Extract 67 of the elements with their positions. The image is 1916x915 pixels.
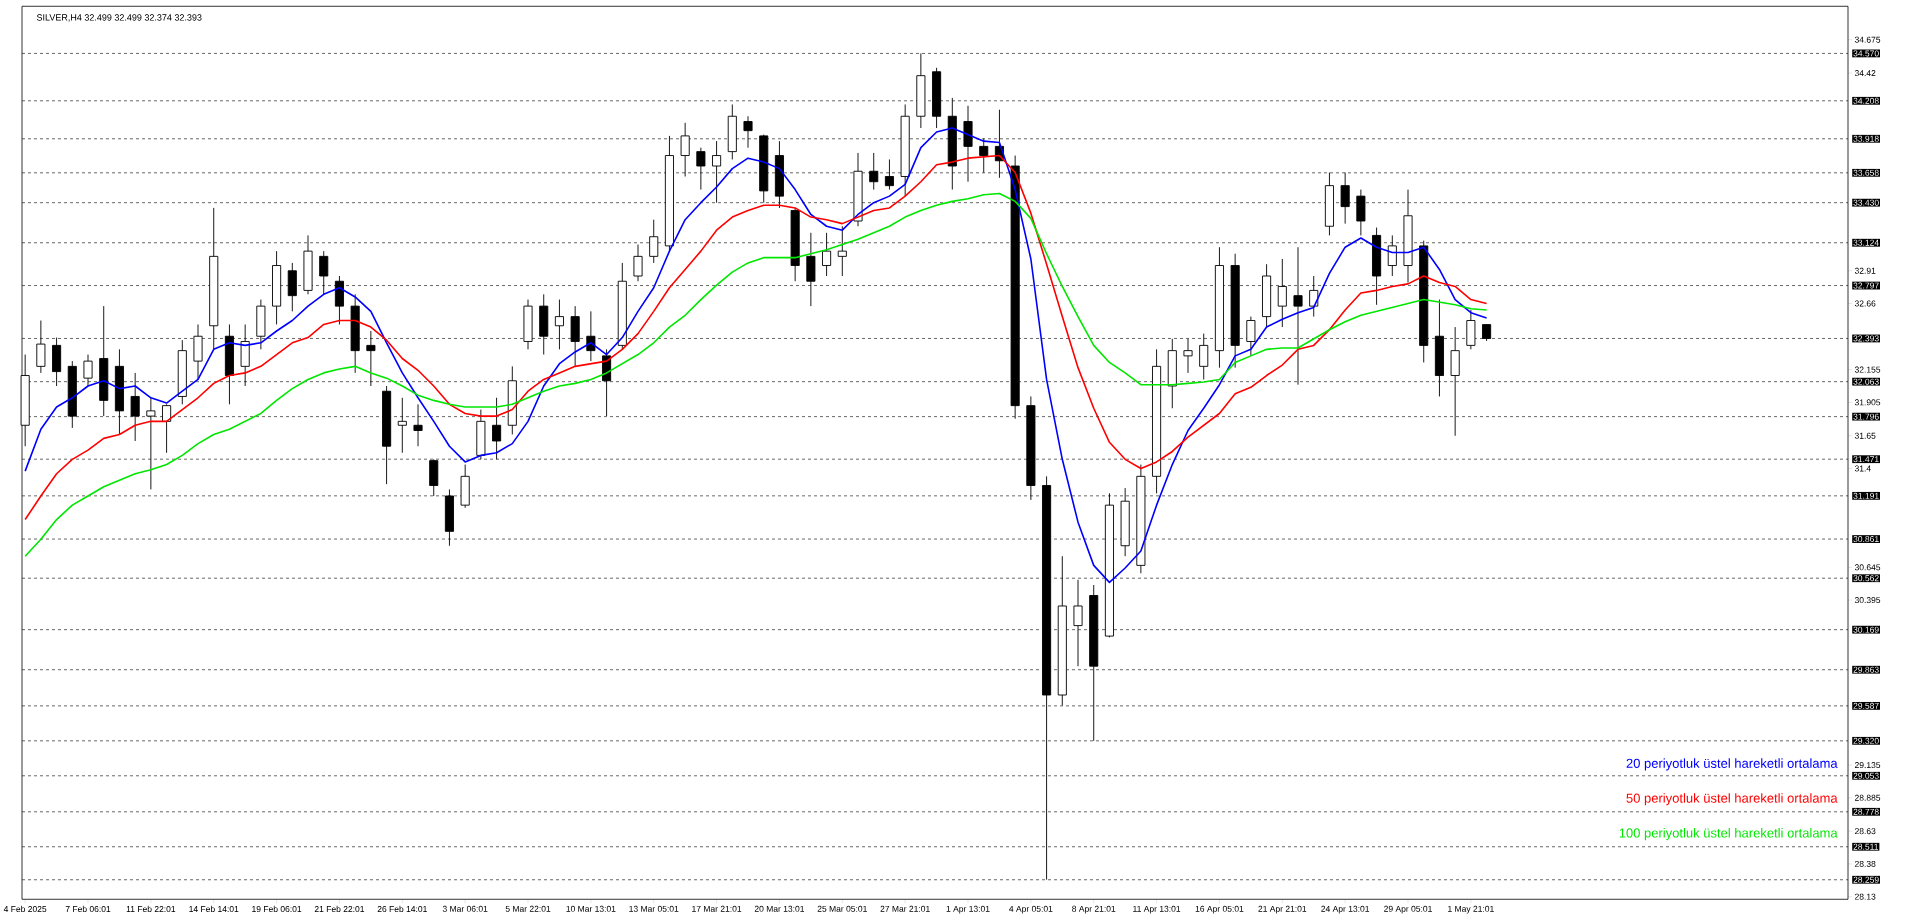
x-tick-label: 19 Feb 06:01 <box>252 905 302 913</box>
x-tick-label: 17 Mar 21:01 <box>692 905 742 912</box>
ref-line-label: 33.124 <box>1853 239 1879 246</box>
y-tick-label: 31.4 <box>1854 465 1871 472</box>
x-tick-label: 24 Apr 13:01 <box>1321 905 1370 914</box>
ref-line-label: 32.063 <box>1853 378 1879 385</box>
ref-line-label: 29.320 <box>1853 737 1879 744</box>
x-tick-label: 11 Apr 13:01 <box>1133 905 1181 914</box>
ref-line-label: 28.511 <box>1853 843 1879 850</box>
candlestick <box>1246 316 1256 357</box>
y-tick-label: 29.135 <box>1854 762 1881 769</box>
y-tick-label: 34.42 <box>1854 70 1876 77</box>
x-tick-label: 14 Feb 14:01 <box>189 905 239 913</box>
ref-line-label: 33.918 <box>1853 135 1879 142</box>
ref-line-label: 31.796 <box>1853 413 1879 420</box>
y-tick-label: 30.395 <box>1854 597 1881 604</box>
x-tick-label: 21 Apr 21:01 <box>1258 905 1307 914</box>
x-tick-label: 3 Mar 06:01 <box>442 905 488 912</box>
y-tick-label: 28.63 <box>1854 828 1876 835</box>
ref-line-label: 32.797 <box>1853 282 1879 289</box>
x-tick-label: 16 Apr 05:01 <box>1195 905 1244 914</box>
y-tick-label: 31.905 <box>1854 399 1881 406</box>
x-tick-label: 20 Mar 13:01 <box>754 905 805 912</box>
y-tick-label: 32.66 <box>1854 300 1876 307</box>
x-tick-label: 8 Apr 21:01 <box>1072 905 1116 914</box>
x-tick-label: 7 Feb 06:01 <box>65 905 111 913</box>
x-tick-label: 5 Mar 22:01 <box>505 905 551 912</box>
ref-line-label: 34.570 <box>1853 50 1879 57</box>
ref-line-label: 34.208 <box>1853 97 1879 104</box>
ref-line-label: 30.562 <box>1853 575 1879 582</box>
text: 20 periyotluk üstel hareketli ortalama <box>1626 758 1838 771</box>
x-tick-label: 10 Mar 13:01 <box>566 905 616 912</box>
x-tick-label: 21 Feb 22:01 <box>314 905 365 913</box>
ref-line-label: 28.778 <box>1853 808 1879 815</box>
ref-line-label: 32.393 <box>1853 335 1879 342</box>
x-tick-label: 29 Apr 05:01 <box>1384 905 1432 914</box>
y-tick-label: 34.675 <box>1854 36 1881 43</box>
ref-line-label: 29.863 <box>1853 666 1879 673</box>
text: 50 periyotluk üstel hareketli ortalama <box>1626 793 1838 806</box>
x-tick-label: 26 Feb 14:01 <box>377 905 427 913</box>
y-tick-label: 28.885 <box>1854 794 1881 801</box>
x-tick-label: 4 Feb 2025 <box>3 905 47 913</box>
ref-line-label: 33.658 <box>1853 169 1879 176</box>
y-tick-label: 32.155 <box>1854 366 1881 373</box>
y-tick-label: 28.38 <box>1854 860 1876 867</box>
ref-line-label: 29.053 <box>1853 772 1879 779</box>
x-tick-label: 11 Feb 22:01 <box>126 905 176 913</box>
ref-line-label: 30.861 <box>1853 536 1879 543</box>
text: SILVER,H4 32.499 32.499 32.374 32.393 <box>36 14 202 22</box>
ref-line-label: 31.471 <box>1853 456 1879 463</box>
x-tick-label: 1 May 21:01 <box>1448 905 1494 914</box>
candlestick <box>633 244 643 282</box>
ref-line-label: 33.430 <box>1853 199 1879 206</box>
x-tick-label: 4 Apr 05:01 <box>1009 905 1053 914</box>
x-tick-label: 1 Apr 13:01 <box>946 905 990 914</box>
ref-line-label: 31.191 <box>1853 492 1879 499</box>
x-tick-label: 13 Mar 05:01 <box>629 905 679 912</box>
x-tick-label: 27 Mar 21:01 <box>880 905 930 912</box>
text: 100 periyotluk üstel hareketli ortalama <box>1619 828 1838 841</box>
y-tick-label: 28.13 <box>1854 893 1876 900</box>
y-tick-label: 30.645 <box>1854 564 1881 571</box>
y-tick-label: 31.65 <box>1854 432 1876 439</box>
ref-line-label: 29.587 <box>1853 702 1879 709</box>
x-tick-label: 25 Mar 05:01 <box>817 905 867 912</box>
ref-line-label: 30.169 <box>1853 626 1879 633</box>
ref-line-label: 28.259 <box>1853 876 1879 883</box>
y-tick-label: 32.91 <box>1854 267 1876 274</box>
